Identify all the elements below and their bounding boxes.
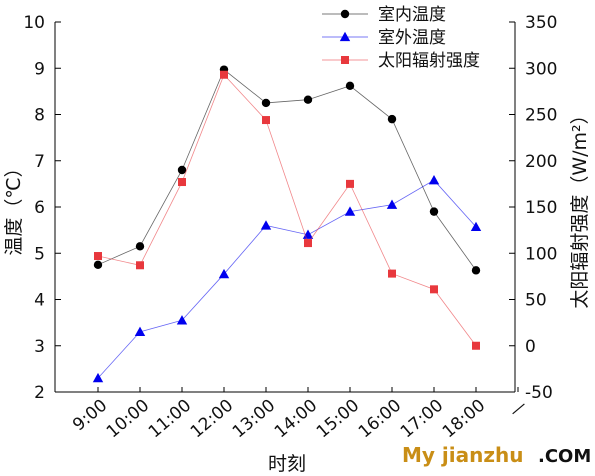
legend-marker	[341, 56, 349, 64]
x-axis-title: 时刻	[268, 453, 306, 475]
x-tick-label: 16:00	[355, 396, 405, 443]
series-point-1	[344, 206, 356, 216]
right-tick-label: 350	[525, 13, 557, 33]
right-tick-label: 0	[525, 337, 536, 357]
series-point-2	[472, 341, 480, 350]
series-point-0	[471, 266, 481, 275]
right-tick-label: 50	[525, 291, 547, 311]
legend-label: 室内温度	[378, 5, 446, 25]
x-tick-label: 14:00	[271, 396, 321, 443]
left-tick-label: 2	[34, 383, 45, 403]
series-point-0	[387, 114, 397, 124]
right-tick-label: 100	[525, 244, 557, 264]
watermark-name: My jianzhu	[402, 443, 523, 467]
series-point-2	[262, 116, 270, 125]
x-tick-label: 10:00	[103, 396, 153, 443]
watermark: My jianzhu .COM	[402, 443, 591, 467]
series-point-1	[176, 315, 188, 325]
legend-label: 室外温度	[378, 28, 446, 48]
x-tick-label: 17:00	[397, 396, 447, 443]
x-axis-ticks: 9:0010:0011:0012:0013:0014:0015:0016:001…	[69, 387, 531, 442]
series-point-1	[218, 268, 230, 279]
series-point-0	[135, 242, 145, 251]
left-tick-label: 3	[34, 337, 45, 357]
right-axis-ticks: -50 0 50 100 150 200 250 300 350	[509, 13, 557, 403]
series-point-1	[428, 174, 440, 185]
left-tick-label: 6	[34, 198, 45, 218]
legend-marker	[340, 9, 350, 19]
series-point-2	[220, 70, 228, 79]
series-line-2	[97, 73, 477, 346]
series-point-1	[470, 221, 482, 232]
series-point-2	[178, 178, 186, 187]
series-point-2	[388, 269, 396, 278]
series-point-2	[94, 252, 102, 261]
x-tick-label: 13:00	[229, 396, 279, 443]
right-tick-label: 150	[525, 198, 557, 218]
series-point-1	[134, 326, 146, 337]
series-point-1	[260, 220, 272, 230]
right-tick-label: 200	[525, 152, 557, 172]
series-point-0	[345, 81, 355, 91]
right-tick-label: -50	[525, 383, 553, 403]
left-tick-label: 8	[34, 106, 45, 126]
watermark-domain: .COM	[538, 446, 591, 467]
series-line-1	[97, 179, 477, 379]
x-tick-label: 15:00	[313, 396, 363, 443]
legend-label: 太阳辐射强度	[378, 51, 480, 71]
series-point-2	[136, 261, 144, 270]
series-point-0	[177, 165, 187, 175]
x-tick-label: 18:00	[439, 396, 489, 443]
series-point-0	[93, 260, 103, 270]
right-tick-label: 250	[525, 106, 557, 126]
plot-frame	[54, 22, 516, 393]
series-point-0	[429, 207, 439, 216]
series-point-0	[303, 95, 313, 104]
y-axis-title: 温度（℃）	[3, 158, 25, 255]
right-tick-label: 300	[525, 59, 557, 79]
left-tick-label: 10	[23, 13, 45, 33]
y2-axis-title: 太阳辐射强度（W/m²）	[569, 105, 591, 308]
x-tick-label: 11:00	[145, 396, 195, 443]
series-layer	[92, 65, 482, 383]
left-axis-ticks: 2 3 4 5 6 7 8 9 10	[23, 13, 61, 403]
series-point-1	[92, 372, 104, 383]
series-line-0	[97, 68, 477, 271]
left-tick-label: 7	[34, 152, 45, 172]
left-tick-label: 9	[34, 59, 45, 79]
series-point-2	[346, 179, 354, 188]
series-point-2	[430, 285, 438, 294]
series-point-1	[386, 199, 398, 209]
x-tick-label: 12:00	[187, 396, 237, 443]
series-point-2	[304, 239, 312, 248]
left-tick-label: 5	[34, 244, 45, 264]
series-point-0	[261, 98, 271, 108]
left-tick-label: 4	[34, 291, 45, 311]
legend-marker	[339, 31, 351, 42]
